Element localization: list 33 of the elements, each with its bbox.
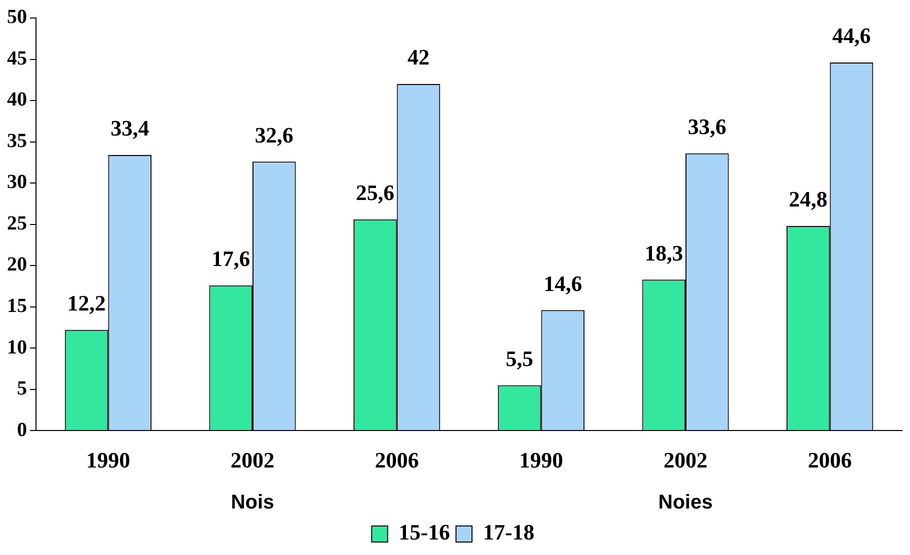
- data-label: 33,4: [110, 116, 150, 141]
- data-label: 24,8: [788, 186, 828, 212]
- legend-label: 17-18: [483, 520, 534, 545]
- data-label: 44,6: [832, 23, 871, 48]
- data-label: 14,6: [544, 270, 582, 296]
- legend-label: 15-16: [398, 520, 450, 545]
- text: Noies: [658, 492, 713, 514]
- data-label: 25,6: [356, 180, 394, 206]
- y-tick-label: 30: [7, 171, 27, 194]
- data-label: 12,2: [67, 290, 106, 316]
- y-tick-label: 0: [17, 418, 27, 441]
- y-tick-label: 35: [7, 130, 27, 152]
- data-label: 18,3: [644, 240, 684, 266]
- x-tick-label: 2006: [374, 447, 419, 472]
- y-tick-label: 20: [7, 254, 27, 276]
- data-label: 5,5: [506, 346, 534, 371]
- y-tick-label: 45: [7, 47, 27, 70]
- data-label: 33,6: [688, 114, 726, 140]
- data-label: 42: [407, 44, 430, 70]
- data-label: 17,6: [212, 246, 250, 272]
- y-tick-label: 15: [7, 294, 27, 317]
- x-tick-label: 1990: [519, 447, 564, 472]
- x-tick-label: 2006: [808, 447, 852, 472]
- y-tick-label: 25: [7, 212, 27, 234]
- text: Nois: [230, 492, 274, 514]
- y-tick-label: 5: [17, 378, 27, 400]
- x-tick-label: 2002: [230, 447, 274, 472]
- x-tick-label: 1990: [86, 447, 130, 472]
- y-tick-label: 40: [7, 88, 27, 111]
- x-tick-label: 2002: [664, 447, 708, 472]
- y-tick-label: 10: [7, 336, 27, 358]
- y-tick-label: 50: [7, 6, 27, 28]
- data-label: 32,6: [254, 122, 294, 148]
